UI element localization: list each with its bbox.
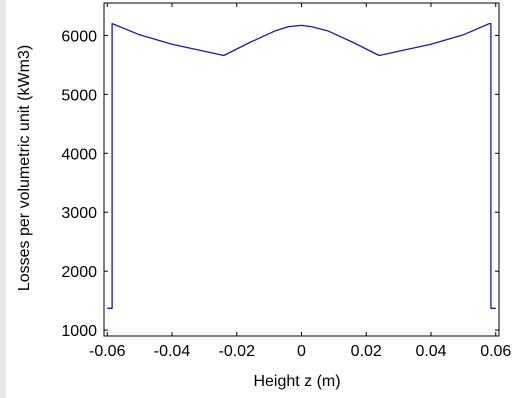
y-tick-label: 2000: [61, 264, 97, 281]
x-axis-title: Height z (m): [253, 373, 340, 390]
x-tick-label: 0.04: [415, 343, 446, 360]
x-tick-label: -0.04: [154, 343, 191, 360]
x-tick-label: 0.02: [351, 343, 382, 360]
x-tick-label: -0.02: [219, 343, 256, 360]
y-ticks: 1000 2000 3000 4000 5000 6000: [61, 28, 499, 340]
x-tick-label: 0: [297, 343, 306, 360]
x-tick-label: -0.06: [89, 343, 126, 360]
plot-area: [103, 2, 500, 337]
series-layer: [107, 22, 496, 309]
y-tick-label: 5000: [61, 87, 97, 104]
y-tick-label: 6000: [61, 28, 97, 45]
y-tick-label: 3000: [61, 205, 97, 222]
x-ticks: -0.06 -0.04 -0.02 0 0.02 0.04 0.06: [89, 3, 511, 360]
y-tick-label: 4000: [61, 146, 97, 163]
left-strip: [0, 0, 6, 398]
y-axis-title: Losses per volumetric unit (kWm3): [16, 45, 33, 291]
series-line: [107, 22, 496, 309]
axes-frame: [103, 2, 500, 337]
x-tick-label: 0.06: [480, 343, 511, 360]
y-tick-label: 1000: [61, 323, 97, 340]
